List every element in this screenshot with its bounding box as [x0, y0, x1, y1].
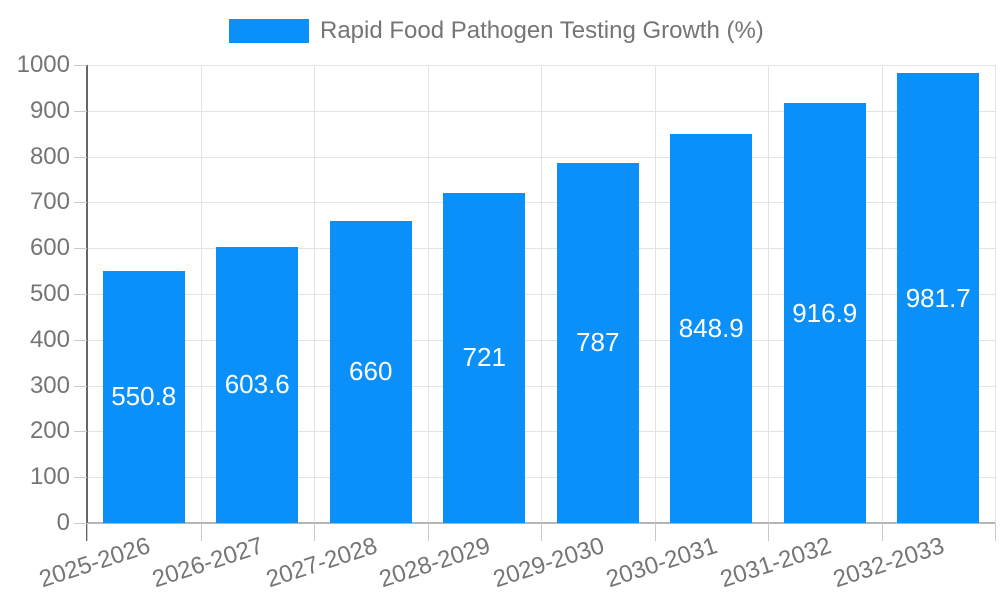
x-tick-label: 2027-2028	[262, 532, 381, 594]
bar: 981.7	[897, 73, 980, 523]
y-tick	[74, 294, 87, 295]
bar: 660	[329, 220, 412, 523]
bar: 721	[443, 192, 526, 523]
x-tick	[654, 523, 656, 541]
x-tick-label: 2032-2033	[830, 532, 948, 594]
x-tick	[427, 523, 429, 541]
gridline-vertical	[541, 65, 542, 523]
y-tick-label: 400	[29, 325, 70, 353]
y-tick	[74, 202, 87, 204]
y-tick	[74, 385, 87, 387]
plot-area: 550.8 603.6 660 721 787 848.9 916.9 981.7	[87, 65, 996, 524]
y-tick-label: 600	[29, 234, 70, 262]
gridline-vertical	[200, 65, 202, 523]
x-tick	[541, 523, 542, 541]
x-tick	[768, 523, 769, 541]
y-tick	[74, 248, 87, 250]
bar-value-label: 787	[576, 327, 620, 358]
y-tick-label: 300	[29, 371, 70, 399]
y-tick	[74, 431, 87, 433]
bar-value-label: 981.7	[905, 282, 971, 313]
y-tick	[74, 523, 87, 524]
bar: 848.9	[670, 134, 753, 523]
y-tick-label: 900	[29, 96, 70, 124]
y-tick-label: 1000	[16, 51, 70, 78]
gridline-vertical	[427, 65, 429, 523]
y-tick-label: 200	[29, 417, 70, 445]
gridline-vertical	[314, 65, 315, 523]
y-tick-label: 700	[29, 188, 70, 216]
bar-value-label: 721	[462, 342, 506, 373]
y-axis-line	[86, 65, 88, 541]
x-tick-label: 2029-2030	[489, 532, 608, 594]
bar: 603.6	[216, 246, 299, 523]
x-tick-label: 2025-2026	[35, 532, 154, 594]
x-tick	[314, 523, 315, 541]
legend: Rapid Food Pathogen Testing Growth (%)	[229, 17, 764, 45]
bar-value-label: 916.9	[792, 297, 858, 328]
gridline-vertical	[654, 65, 656, 523]
x-tick	[87, 523, 88, 541]
y-tick	[74, 339, 87, 341]
legend-label: Rapid Food Pathogen Testing Growth (%)	[320, 17, 764, 44]
x-tick	[881, 523, 883, 541]
bar-value-label: 848.9	[678, 313, 744, 344]
y-tick-label: 0	[56, 509, 70, 536]
x-tick	[200, 523, 202, 541]
bar-value-label: 660	[349, 356, 393, 387]
y-tick	[74, 477, 87, 479]
bar-value-label: 603.6	[224, 369, 290, 400]
y-tick-label: 800	[29, 142, 70, 170]
gridline-vertical	[768, 65, 769, 523]
x-tick-label: 2026-2027	[149, 532, 267, 594]
bar: 916.9	[783, 103, 866, 523]
y-tick-label: 500	[29, 280, 70, 307]
y-tick	[74, 65, 87, 66]
bar: 550.8	[102, 270, 185, 523]
x-tick	[995, 523, 996, 541]
y-tick	[74, 110, 87, 112]
x-tick-label: 2030-2031	[603, 532, 721, 594]
y-tick-label: 100	[29, 463, 70, 491]
legend-swatch	[229, 19, 309, 43]
x-tick-label: 2028-2029	[376, 532, 494, 594]
x-tick-label: 2031-2032	[716, 532, 835, 594]
bar-value-label: 550.8	[111, 381, 177, 412]
bar: 787	[556, 162, 639, 523]
gridline-vertical	[995, 65, 996, 523]
gridline-vertical	[881, 65, 883, 523]
y-tick	[74, 156, 87, 158]
